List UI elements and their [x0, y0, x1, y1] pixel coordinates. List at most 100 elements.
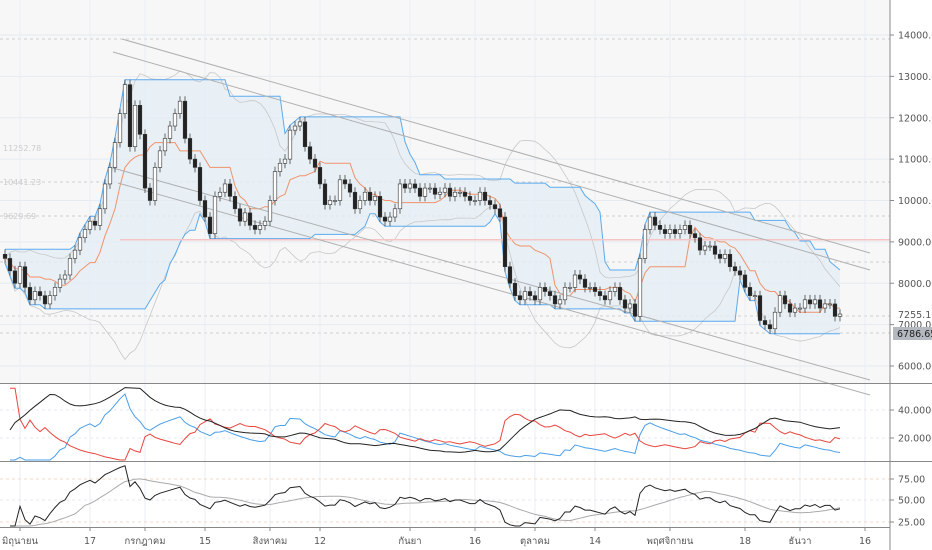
candle — [242, 212, 248, 222]
candle — [167, 125, 173, 139]
bollinger-lower — [4, 206, 841, 361]
candle — [812, 299, 818, 305]
candle — [117, 113, 123, 143]
candle — [492, 204, 498, 210]
candle — [27, 287, 33, 301]
candle — [22, 266, 28, 288]
candle — [257, 225, 263, 230]
time-tick-label: พฤศจิกายน — [647, 536, 694, 547]
candle — [297, 121, 303, 127]
trend-line — [121, 38, 871, 254]
adx-line — [9, 387, 841, 453]
candle — [642, 229, 648, 259]
candle — [172, 113, 178, 127]
candle — [742, 274, 748, 288]
candle — [137, 105, 143, 135]
candle — [562, 287, 568, 301]
candle — [62, 274, 68, 280]
time-tick-label: 16 — [859, 536, 871, 547]
candle — [207, 216, 213, 234]
candle — [47, 295, 53, 305]
candle — [247, 212, 253, 226]
candle — [767, 324, 773, 330]
candle — [52, 287, 58, 296]
candle — [802, 299, 808, 309]
time-tick-label: 12 — [314, 536, 326, 547]
candle — [462, 191, 468, 197]
candle — [702, 245, 708, 251]
candle — [652, 216, 658, 226]
candle — [477, 191, 483, 201]
candle — [362, 191, 368, 201]
candle — [442, 187, 448, 193]
candle — [267, 200, 273, 222]
candle — [292, 125, 298, 131]
candle — [227, 183, 233, 197]
trend-line — [112, 167, 871, 381]
candle — [567, 287, 573, 289]
trend-line — [112, 51, 871, 271]
candle — [787, 303, 793, 313]
candle — [412, 183, 418, 189]
candle — [527, 291, 533, 296]
time-tick-label: 18 — [739, 536, 751, 547]
candle — [42, 295, 48, 305]
candle — [617, 287, 623, 301]
price-tick-label: 13000.00 — [898, 72, 932, 83]
candle — [782, 295, 788, 305]
candles — [2, 79, 843, 334]
indicator-2-tick-label: 25.00 — [898, 518, 925, 529]
candle — [772, 311, 778, 330]
candle — [217, 191, 223, 197]
candle — [302, 121, 308, 148]
candle — [402, 183, 408, 189]
candle — [312, 158, 318, 168]
candle — [57, 278, 63, 288]
time-tick-label: 14 — [589, 536, 601, 547]
candle — [547, 291, 553, 296]
candle — [482, 191, 488, 201]
candle — [752, 295, 758, 297]
candle — [77, 237, 83, 251]
candle — [737, 270, 743, 276]
candle — [157, 150, 163, 168]
candle — [307, 146, 313, 160]
candle — [202, 200, 208, 218]
candle — [672, 229, 678, 234]
candle — [2, 253, 8, 259]
candle — [212, 196, 218, 234]
candle — [552, 295, 558, 305]
candle — [342, 179, 348, 185]
candle — [187, 138, 193, 160]
candle — [102, 183, 108, 210]
di-minus-line — [10, 387, 841, 461]
candle — [517, 295, 523, 301]
indicator-1-tick-label: 40.0000 — [898, 406, 932, 417]
price-axis[interactable]: 14000.00 13000.00 12000.00 11000.00 10000.00… — [890, 31, 932, 529]
candle — [222, 183, 228, 193]
candle — [572, 274, 578, 288]
candle — [777, 295, 783, 313]
candle — [382, 216, 388, 222]
candle — [707, 245, 713, 248]
time-axis[interactable]: มิถุนายน 17 กรกฎาคม 15 สิงหาคม 12 กันยา 16 ตุลาค… — [2, 527, 871, 547]
candle — [372, 196, 378, 201]
candle — [72, 249, 78, 259]
last-price-text: 7255.16 — [898, 310, 932, 321]
candle — [232, 196, 238, 210]
candle — [712, 245, 718, 255]
candle — [432, 187, 438, 195]
candle — [682, 225, 688, 230]
price-tick-label: 11000.00 — [898, 155, 932, 166]
time-tick-label: มิถุนายน — [2, 536, 38, 547]
candle — [32, 291, 38, 301]
directional-indicator-lines — [9, 387, 841, 461]
candle — [122, 84, 128, 114]
price-tick-label: 9000.00 — [898, 237, 932, 248]
candle — [417, 187, 423, 197]
candle — [832, 303, 838, 317]
candle — [12, 270, 18, 284]
time-tick-label: กันยา — [398, 536, 421, 547]
